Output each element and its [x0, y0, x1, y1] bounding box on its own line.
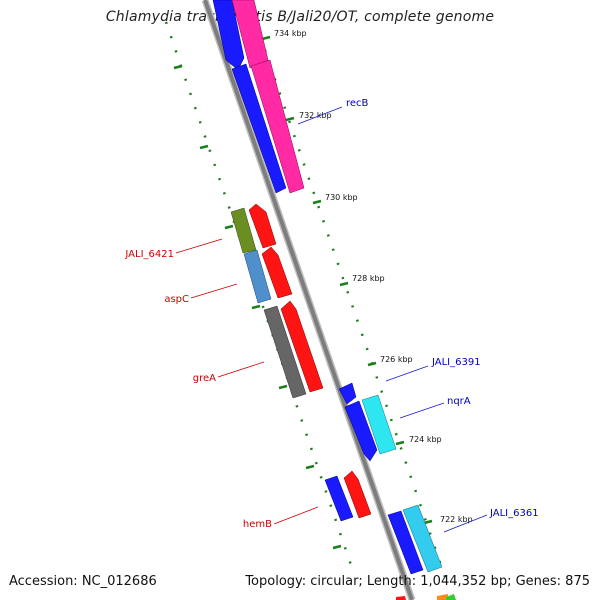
major-tick — [332, 544, 342, 550]
genome-title: Chlamydia trachomatis B/Jali20/OT, compl… — [105, 9, 495, 25]
gene-label-nqrA: nqrA — [447, 396, 471, 407]
tick-label: 722 kbp — [440, 515, 473, 524]
label-leader — [190, 283, 238, 299]
tick-label: 728 kbp — [352, 274, 385, 283]
tick-label: 734 kbp — [274, 29, 307, 38]
gene-label-JALI_6361: JALI_6361 — [489, 508, 539, 519]
gene-feature[interactable] — [231, 63, 287, 194]
gene-feature-greA[interactable] — [263, 305, 307, 399]
gene-label-greA: greA — [193, 373, 216, 384]
gene-feature-nqrA[interactable] — [361, 394, 397, 455]
major-tick — [305, 464, 315, 470]
major-tick — [367, 361, 377, 367]
major-tick — [312, 199, 322, 205]
tick-ring-outer — [164, 21, 354, 569]
label-leader — [443, 514, 488, 533]
major-tick — [395, 440, 405, 446]
major-tick — [285, 116, 295, 122]
gene-feature-hemB[interactable] — [324, 475, 354, 522]
label-leader — [385, 365, 429, 382]
gene-feature-aspC[interactable] — [243, 249, 272, 304]
major-tick — [224, 224, 234, 230]
label-leader — [175, 238, 223, 254]
gene-feature[interactable] — [261, 246, 293, 299]
gene-label-JALI_6421: JALI_6421 — [124, 249, 174, 260]
tick-label: 732 kbp — [299, 111, 332, 120]
gene-feature[interactable] — [280, 300, 324, 393]
gene-feature[interactable] — [387, 510, 424, 575]
gene-feature[interactable] — [437, 594, 448, 600]
tick-ring-inner — [263, 49, 448, 581]
major-tick — [261, 35, 271, 41]
gene-feature-JALI_6391[interactable] — [338, 382, 357, 405]
gene-feature[interactable] — [396, 596, 406, 600]
major-ticks — [173, 35, 433, 550]
gene-label-recB: recB — [346, 98, 369, 109]
gene-feature[interactable] — [343, 470, 372, 519]
label-leader — [297, 106, 343, 125]
accession-text: Accession: NC_012686 — [9, 574, 157, 589]
gene-feature-JALI_6361[interactable] — [402, 504, 443, 573]
gene-feature[interactable] — [248, 203, 277, 249]
tick-label: 726 kbp — [380, 355, 413, 364]
backbone — [203, 0, 414, 600]
gene-label-hemB: hemB — [243, 519, 272, 530]
gene-feature[interactable] — [344, 400, 378, 462]
major-tick — [423, 519, 433, 525]
gene-feature-recB[interactable] — [231, 0, 269, 69]
major-tick — [173, 64, 183, 70]
major-tick — [251, 304, 261, 310]
gene-label-JALI_6391: JALI_6391 — [431, 357, 481, 368]
gene-feature[interactable] — [446, 594, 456, 600]
major-tick — [278, 384, 288, 390]
tick-label: 730 kbp — [325, 193, 358, 202]
genome-summary-text: Topology: circular; Length: 1,044,352 bp… — [245, 574, 590, 589]
label-leader — [273, 506, 319, 525]
tick-label: 724 kbp — [409, 435, 442, 444]
label-leader — [217, 361, 265, 378]
gene-feature-JALI_6421[interactable] — [230, 207, 257, 254]
major-tick — [199, 144, 209, 150]
major-tick — [339, 281, 349, 287]
gene-label-aspC: aspC — [164, 294, 189, 305]
label-leader — [399, 402, 445, 419]
gene-feature-recB[interactable] — [250, 59, 305, 194]
gene-feature[interactable] — [212, 0, 245, 71]
